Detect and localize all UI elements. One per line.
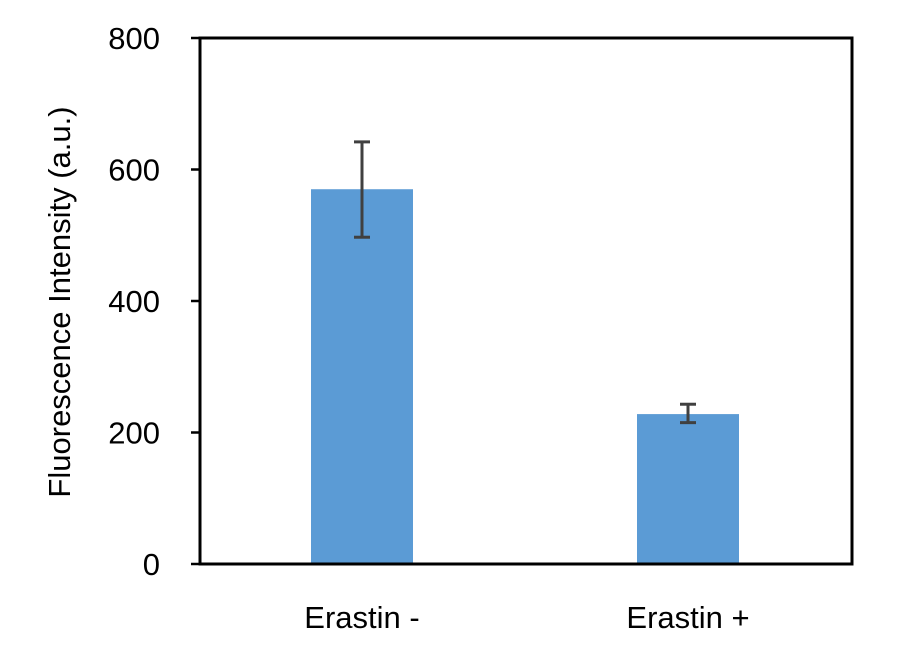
x-tick-label: Erastin - (304, 600, 419, 635)
bar-0 (311, 189, 413, 564)
y-ticks-layer: 0 200 400 600 800 (108, 21, 200, 582)
bars-layer (311, 189, 739, 564)
y-tick-label: 0 (143, 547, 160, 582)
y-axis-title: Fluorescence Intensity (a.u.) (42, 106, 77, 497)
y-tick-label: 600 (108, 153, 160, 188)
y-tick-label: 400 (108, 284, 160, 319)
x-tick-label: Erastin + (626, 600, 749, 635)
plot-frame (198, 36, 854, 566)
bar-1 (637, 414, 739, 564)
x-labels-layer: Erastin - Erastin + (304, 600, 749, 635)
y-tick-label: 800 (108, 21, 160, 56)
error-bars-layer (354, 140, 696, 425)
y-tick-label: 200 (108, 416, 160, 451)
